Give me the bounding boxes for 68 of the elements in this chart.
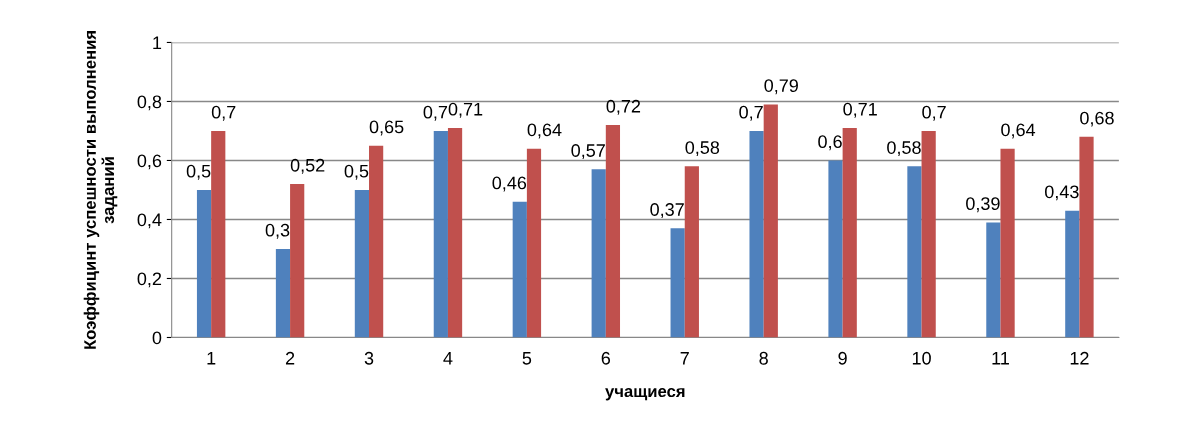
bar bbox=[196, 189, 212, 338]
bar bbox=[986, 222, 1001, 338]
bar bbox=[512, 201, 527, 338]
y-tick-label: 0 bbox=[152, 331, 162, 345]
bar bbox=[842, 128, 857, 338]
x-tick-label: 11 bbox=[992, 352, 1009, 365]
data-label: 0,52 bbox=[290, 158, 325, 174]
data-label: 0,79 bbox=[764, 79, 798, 95]
data-label: 0,43 bbox=[1044, 185, 1079, 201]
bar bbox=[1079, 136, 1094, 338]
bar bbox=[684, 166, 699, 338]
data-label: 0,6 bbox=[818, 135, 842, 151]
bar bbox=[605, 125, 621, 338]
x-tick-label: 1 bbox=[207, 352, 216, 365]
y-tick-label: 1 bbox=[153, 36, 162, 50]
data-label: 0,39 bbox=[966, 197, 1000, 213]
data-label: 0,7 bbox=[423, 105, 448, 121]
x-tick-label: 12 bbox=[1070, 351, 1089, 365]
bar bbox=[275, 248, 291, 338]
bar bbox=[211, 130, 226, 338]
x-tick-label: 7 bbox=[680, 352, 689, 365]
x-tick-label: 10 bbox=[912, 351, 931, 365]
bar bbox=[763, 104, 778, 338]
bar bbox=[433, 130, 448, 338]
bar bbox=[591, 169, 606, 338]
bar bbox=[749, 130, 764, 338]
data-label: 0,64 bbox=[527, 123, 562, 139]
bar bbox=[369, 145, 384, 338]
bar bbox=[921, 130, 936, 338]
bar bbox=[1065, 210, 1080, 338]
data-label: 0,3 bbox=[265, 223, 290, 239]
x-tick-label: 8 bbox=[759, 351, 768, 365]
bar bbox=[670, 228, 685, 338]
bar bbox=[828, 160, 843, 338]
bar bbox=[354, 189, 370, 338]
data-label: 0,71 bbox=[448, 102, 483, 118]
y-tick-label: 0,6 bbox=[137, 154, 162, 170]
data-label: 0,7 bbox=[211, 105, 236, 121]
bar bbox=[447, 128, 463, 338]
data-label: 0,71 bbox=[843, 102, 877, 118]
bar bbox=[1000, 148, 1015, 338]
data-label: 0,37 bbox=[650, 203, 684, 219]
data-label: 0,64 bbox=[1001, 123, 1036, 139]
x-axis-title: учащиеся bbox=[605, 387, 685, 401]
data-label: 0,7 bbox=[922, 105, 946, 121]
y-tick-label: 0,8 bbox=[137, 95, 162, 111]
x-tick-label: 3 bbox=[364, 351, 374, 365]
y-tick-label: 0,2 bbox=[137, 272, 162, 288]
bar bbox=[907, 166, 922, 338]
x-tick-label: 2 bbox=[285, 351, 295, 365]
data-label: 0,7 bbox=[739, 105, 763, 121]
data-label: 0,5 bbox=[186, 164, 211, 180]
data-label: 0,72 bbox=[606, 99, 641, 115]
bar bbox=[290, 184, 305, 338]
data-label: 0,65 bbox=[369, 120, 404, 136]
x-tick-label: 4 bbox=[443, 352, 453, 365]
data-label: 0,46 bbox=[492, 176, 527, 192]
data-label: 0,58 bbox=[685, 141, 720, 157]
data-label: 0,57 bbox=[571, 144, 605, 160]
data-label: 0,58 bbox=[887, 141, 921, 157]
y-axis-title: Коэффицинт успешности выполнения заданий bbox=[83, 31, 118, 349]
x-tick-label: 9 bbox=[838, 351, 847, 365]
data-label: 0,5 bbox=[344, 164, 369, 180]
x-tick-label: 6 bbox=[601, 351, 611, 365]
data-label: 0,68 bbox=[1080, 111, 1114, 127]
bar bbox=[526, 148, 542, 338]
y-tick-label: 0,4 bbox=[137, 213, 162, 229]
x-tick-label: 5 bbox=[522, 352, 532, 365]
